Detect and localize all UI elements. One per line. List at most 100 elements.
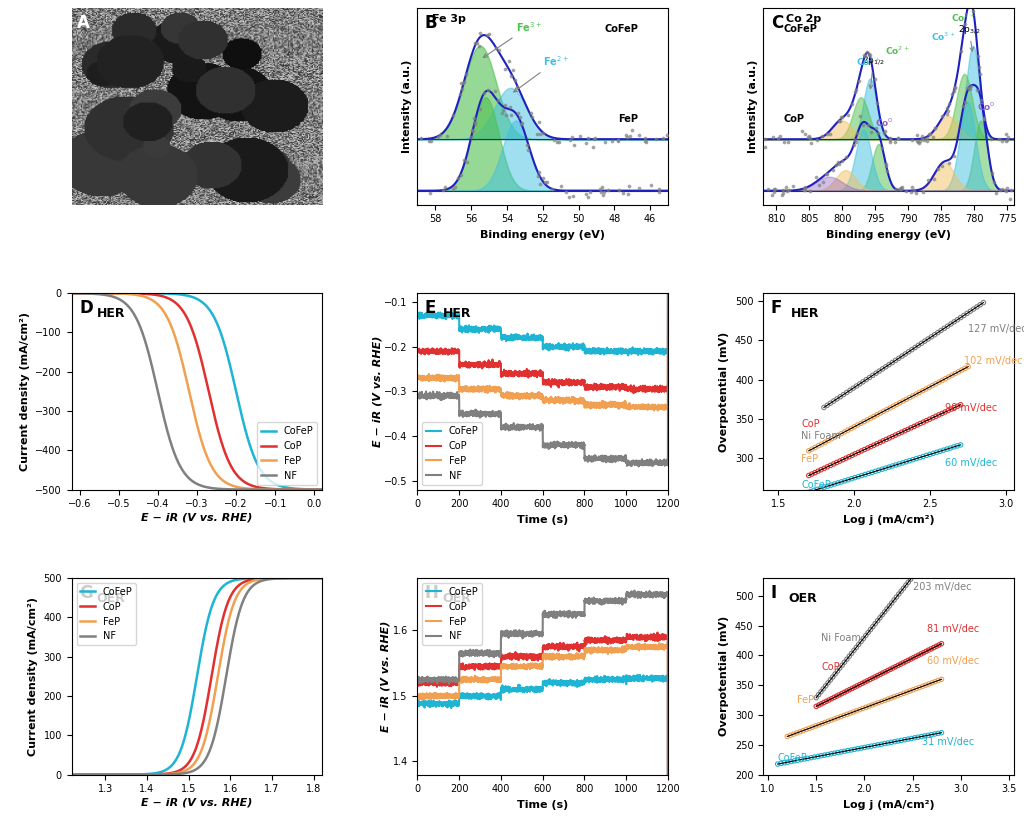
Point (479, 29, 496, 42)
Point (880, 664, 896, 677)
Text: 90 mV/dec: 90 mV/dec (945, 403, 997, 413)
Point (903, 185, 920, 199)
Point (776, 756, 793, 770)
Point (889, 689, 905, 702)
Point (779, 730, 796, 743)
Point (952, 438, 969, 452)
Point (782, 755, 799, 768)
Point (847, 86, 863, 99)
Point (892, 658, 908, 671)
Point (877, 124, 893, 138)
Point (885, 400, 901, 413)
Point (788, 727, 805, 740)
Point (502, 101, 518, 114)
FeP (184, 762, 197, 772)
Text: HER: HER (442, 307, 471, 320)
Point (952, 44, 969, 58)
NF (662, 252, 674, 262)
Point (769, 757, 785, 770)
Point (495, 103, 511, 116)
Point (956, 362, 973, 375)
Point (837, 656, 853, 669)
Point (927, 121, 943, 134)
Point (864, 620, 881, 633)
Text: CoFeP: CoFeP (777, 753, 807, 764)
Point (816, 480, 833, 494)
Point (861, 700, 878, 713)
Point (846, 138, 862, 152)
Point (859, 674, 876, 687)
Point (878, 433, 894, 446)
Point (836, 388, 852, 401)
Point (884, 356, 900, 369)
Point (942, 442, 958, 455)
Point (842, 384, 858, 397)
CoFeP (445, 310, 458, 320)
Line: FeP: FeP (418, 643, 668, 824)
Point (610, 134, 627, 147)
Point (898, 455, 914, 468)
Point (914, 680, 931, 693)
Point (850, 742, 866, 756)
Point (972, 68, 988, 81)
Point (879, 403, 895, 416)
Point (902, 653, 919, 666)
Point (839, 386, 855, 399)
Point (939, 108, 955, 121)
Point (927, 728, 943, 741)
CoP (445, 345, 458, 355)
Text: 127 mV/dec: 127 mV/dec (969, 325, 1024, 335)
Point (580, 131, 596, 144)
Point (781, 184, 798, 197)
Point (933, 324, 949, 337)
Point (817, 679, 834, 692)
Point (919, 131, 935, 144)
X-axis label: Log j (mA/cm²): Log j (mA/cm²) (843, 515, 934, 525)
NF (184, 767, 197, 777)
Point (853, 634, 869, 648)
X-axis label: E − iR (V vs. RHE): E − iR (V vs. RHE) (141, 797, 253, 807)
Point (857, 629, 873, 642)
NF (633, 461, 645, 471)
Point (925, 379, 941, 392)
Point (833, 390, 849, 403)
FeP (431, 692, 443, 702)
Point (453, 168, 469, 181)
Line: FeP: FeP (72, 293, 323, 489)
X-axis label: Binding energy (eV): Binding energy (eV) (480, 230, 605, 240)
Point (937, 405, 953, 419)
Point (897, 655, 913, 668)
Point (582, 185, 598, 199)
Text: Ni Foam: Ni Foam (821, 633, 861, 643)
Point (864, 466, 881, 479)
CoP (271, 485, 284, 494)
Point (900, 733, 916, 746)
Point (826, 477, 843, 490)
Point (808, 171, 824, 184)
Point (436, 180, 453, 193)
Point (638, 135, 654, 148)
Point (811, 719, 827, 732)
Point (849, 127, 865, 140)
Point (854, 469, 870, 482)
Point (828, 690, 845, 703)
CoP (624, 634, 636, 644)
Point (866, 739, 883, 752)
Point (952, 398, 969, 411)
Point (888, 591, 904, 604)
Point (933, 672, 949, 686)
Point (976, 112, 992, 125)
Point (888, 458, 904, 471)
Point (930, 162, 946, 176)
Point (943, 317, 959, 330)
Point (488, 42, 505, 55)
Point (594, 180, 610, 193)
FeP (525, 391, 538, 400)
CoP (310, 485, 323, 494)
Legend: CoFeP, CoP, FeP, NF: CoFeP, CoP, FeP, NF (422, 423, 482, 485)
FeP (66, 770, 78, 780)
Point (820, 714, 837, 728)
CoP (431, 346, 443, 356)
Point (830, 157, 847, 171)
Point (860, 467, 877, 480)
